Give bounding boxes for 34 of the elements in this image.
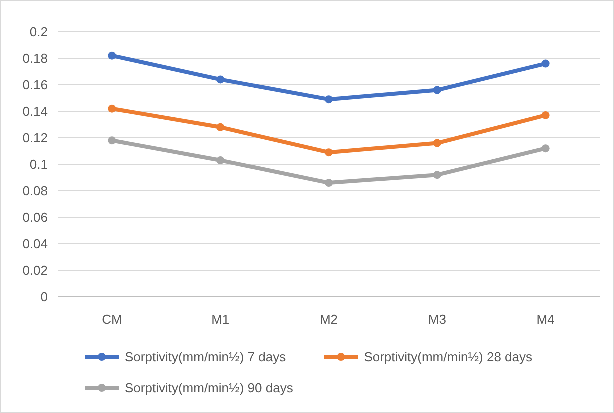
x-tick-label: M2 <box>320 312 338 327</box>
point <box>325 96 333 104</box>
y-tick-label: 0.16 <box>22 78 48 93</box>
y-tick-label: 0.06 <box>22 210 48 226</box>
y-tick-label: 0.04 <box>22 236 48 252</box>
y-tick-label: 0.1 <box>30 157 48 172</box>
point <box>216 123 225 132</box>
y-tick-label: 0 <box>40 290 48 305</box>
y-tick-label: 0.14 <box>22 104 48 120</box>
point <box>108 104 116 113</box>
point <box>542 60 550 68</box>
x-tick-label: CM <box>102 312 122 327</box>
y-tick-label: 0.18 <box>22 51 48 66</box>
point <box>325 148 333 157</box>
point <box>325 179 333 188</box>
point <box>433 86 442 94</box>
x-tick-label: M1 <box>212 312 230 327</box>
y-tick-label: 0.2 <box>30 24 48 40</box>
point <box>542 111 550 120</box>
point <box>433 139 442 148</box>
point <box>108 136 116 145</box>
y-tick-label: 0.12 <box>22 130 48 146</box>
point <box>108 52 116 60</box>
point <box>216 156 225 165</box>
point <box>542 144 550 153</box>
y-tick-label: 0.08 <box>22 184 48 199</box>
legend-label: Sorptivity(mm/min½) 7 days <box>125 350 287 365</box>
legend-label: Sorptivity(mm/min½) 90 days <box>125 380 294 396</box>
point <box>216 76 225 84</box>
y-tick-label: 0.02 <box>22 263 48 278</box>
point <box>433 171 442 180</box>
x-tick-label: M3 <box>428 312 446 327</box>
legend-label: Sorptivity(mm/min½) 28 days <box>364 350 534 365</box>
x-tick-label: M4 <box>536 312 555 327</box>
